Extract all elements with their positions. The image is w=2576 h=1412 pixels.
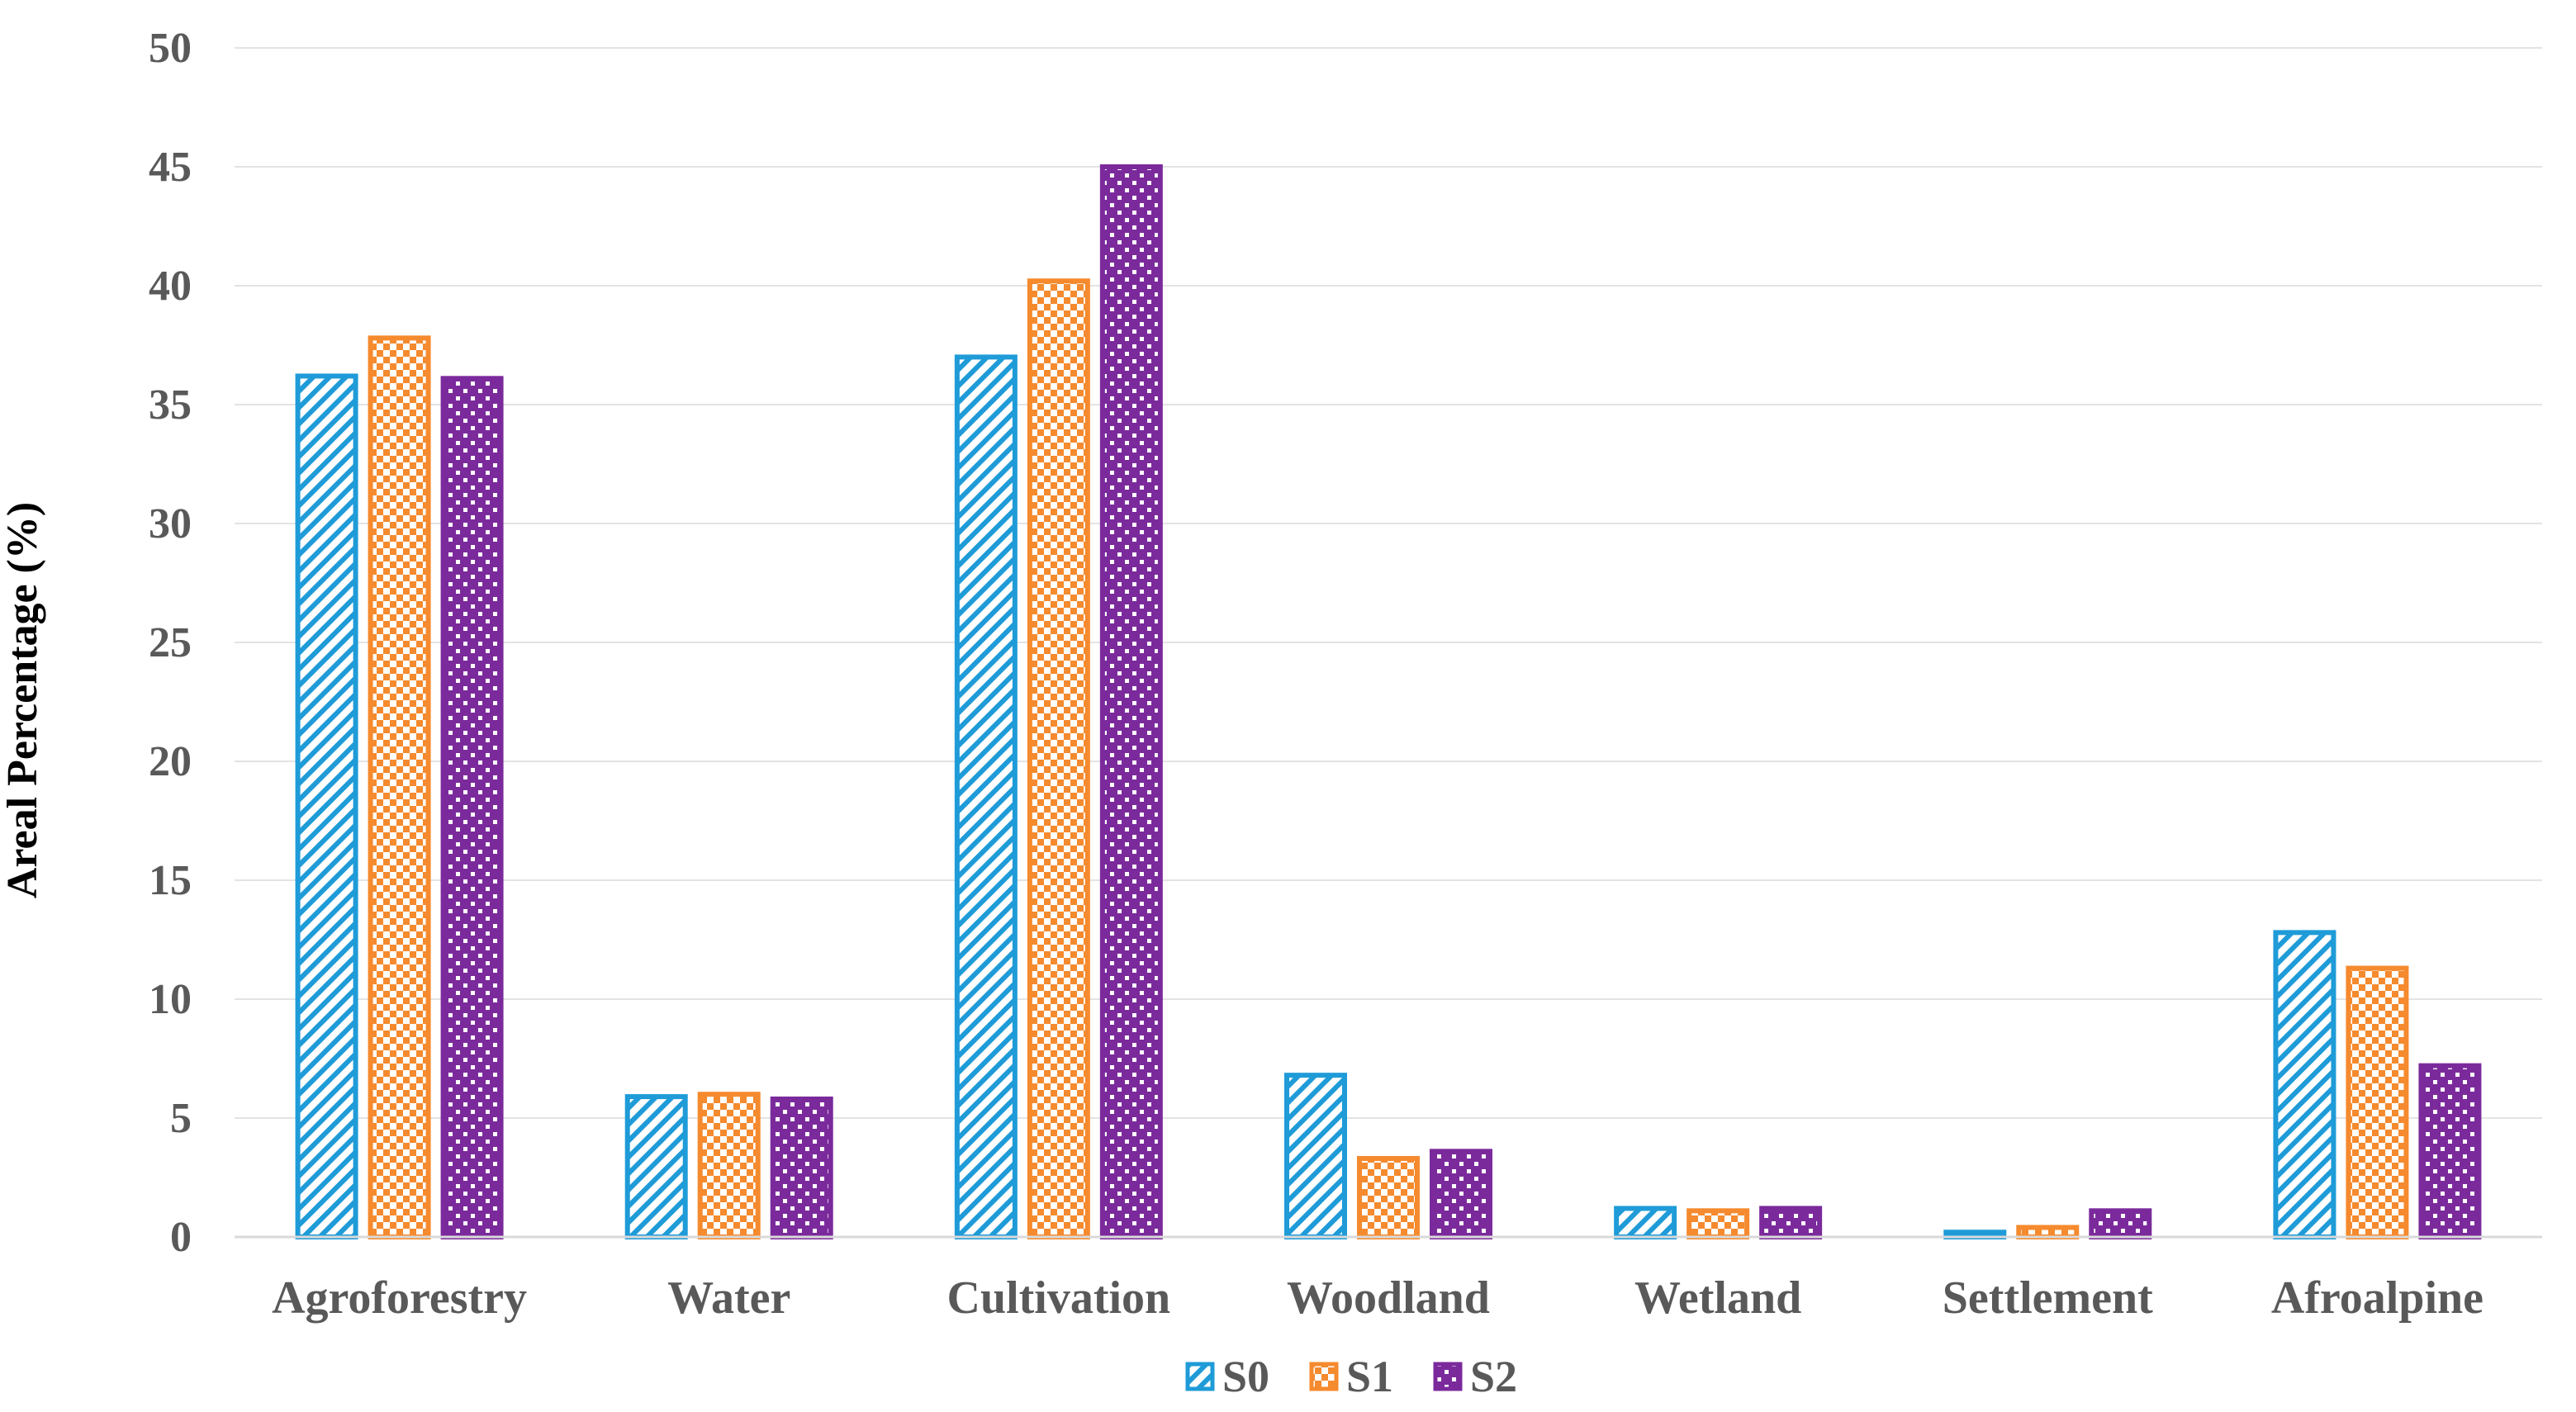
y-tick-label: 30: [149, 500, 192, 547]
bar-s0-afroalpine: [2273, 930, 2336, 1239]
bar-s1-woodland: [1357, 1155, 1420, 1239]
legend-swatch-s1: [1309, 1362, 1339, 1391]
bar-s2-water: [770, 1096, 833, 1239]
x-axis-ticks: Agroforestry Water Cultivation Woodland Wetl…: [272, 1272, 2483, 1324]
x-tick-label: Agroforestry: [272, 1272, 527, 1324]
x-tick-label: Settlement: [1943, 1272, 2153, 1324]
x-tick-label: Afroalpine: [2271, 1272, 2483, 1324]
legend-label-s1: S1: [1346, 1352, 1393, 1401]
y-tick-label: 20: [149, 738, 192, 785]
y-tick-label: 25: [149, 619, 192, 666]
gridlines: [235, 47, 2542, 1119]
y-tick-label: 40: [149, 263, 192, 310]
x-tick-label: Water: [667, 1272, 790, 1324]
bar-s1-agroforestry: [368, 335, 431, 1239]
legend-label-s2: S2: [1470, 1352, 1517, 1401]
bar-s0-cultivation: [954, 354, 1018, 1239]
y-tick-label: 35: [149, 381, 192, 429]
y-tick-label: 50: [149, 25, 192, 72]
bar-s0-wetland: [1614, 1206, 1677, 1239]
y-tick-label: 45: [149, 144, 192, 191]
y-tick-label: 10: [149, 976, 192, 1023]
x-tick-label: Cultivation: [947, 1272, 1171, 1324]
y-axis-ticks: 0 5 10 15 20 25 30 35 40 45 50: [149, 25, 192, 1261]
bar-s2-woodland: [1430, 1149, 1492, 1239]
legend: S0 S1 S2: [1185, 1352, 1517, 1401]
legend-swatch-s2: [1433, 1362, 1463, 1391]
bar-s1-settlement: [2016, 1225, 2080, 1239]
bar-s0-water: [624, 1094, 688, 1239]
bars: [295, 164, 2482, 1240]
bar-s1-cultivation: [1027, 278, 1090, 1239]
bar-s1-wetland: [1686, 1208, 1750, 1239]
y-tick-label: 15: [149, 857, 192, 904]
x-tick-label: Woodland: [1287, 1272, 1490, 1324]
legend-swatch-s0: [1185, 1362, 1215, 1391]
bar-s2-wetland: [1759, 1206, 1823, 1239]
bar-s2-cultivation: [1099, 164, 1163, 1239]
legend-label-s0: S0: [1222, 1352, 1269, 1401]
x-tick-label: Wetland: [1634, 1272, 1801, 1324]
bar-s0-agroforestry: [295, 373, 358, 1240]
y-tick-label: 0: [170, 1214, 192, 1261]
bar-s2-agroforestry: [440, 376, 504, 1240]
y-axis-label: Areal Percentage (%): [0, 502, 46, 898]
bar-s2-settlement: [2089, 1208, 2152, 1239]
y-tick-label: 5: [170, 1095, 192, 1142]
bar-s1-water: [697, 1092, 761, 1239]
bar-s1-afroalpine: [2346, 965, 2409, 1240]
bar-s0-woodland: [1284, 1073, 1347, 1240]
bar-s2-afroalpine: [2418, 1063, 2482, 1240]
